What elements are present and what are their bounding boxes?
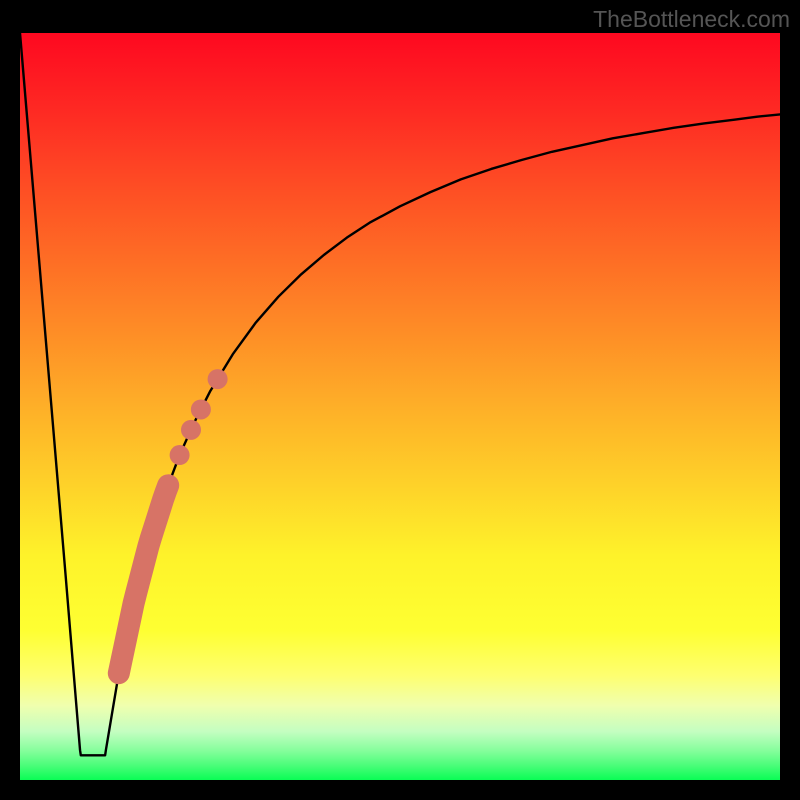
marker-dot: [191, 399, 211, 419]
marker-thick-segment: [119, 485, 168, 673]
curve-svg: [20, 33, 780, 780]
chart-container: TheBottleneck.com: [0, 0, 800, 800]
marker-group: [119, 369, 228, 673]
marker-dot: [170, 445, 190, 465]
marker-dot: [181, 420, 201, 440]
watermark-text: TheBottleneck.com: [593, 6, 790, 33]
plot-area: [20, 33, 780, 780]
marker-dot: [208, 369, 228, 389]
